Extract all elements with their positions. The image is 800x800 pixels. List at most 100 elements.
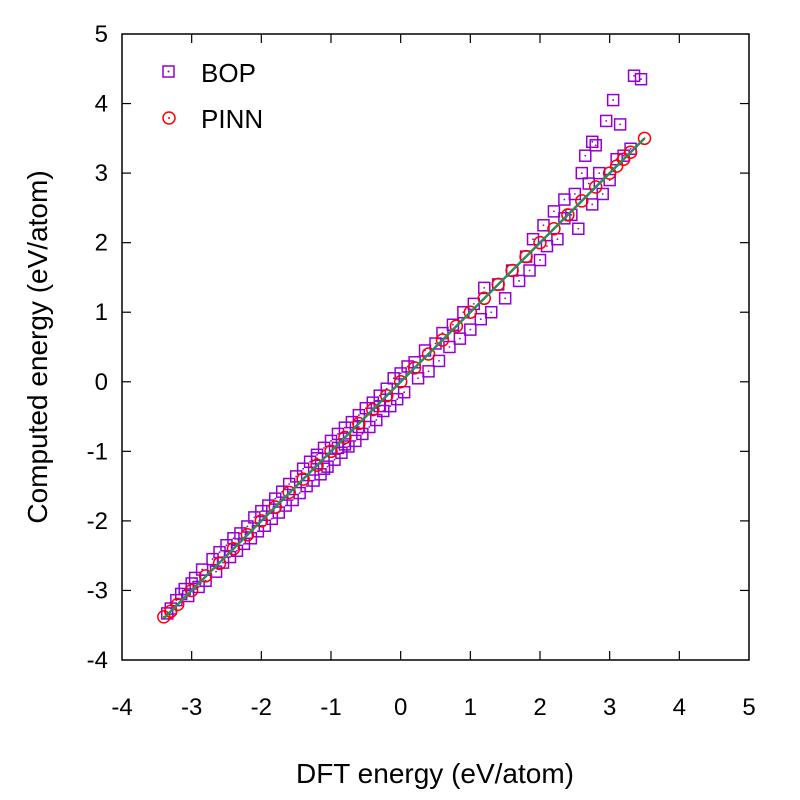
bop-point	[401, 360, 414, 373]
bop-point	[328, 453, 341, 466]
bop-point	[317, 462, 331, 475]
y-tick-label: 4	[95, 91, 108, 118]
bop-point-center	[330, 440, 332, 442]
y-tick-label: -3	[87, 577, 108, 604]
x-tick-label: 2	[533, 694, 546, 721]
fit-line	[162, 137, 646, 620]
pinn-point	[366, 402, 380, 417]
bop-point-center	[483, 286, 486, 289]
x-tick-label: -4	[111, 694, 132, 721]
bop-point-center	[629, 147, 632, 150]
bop-point-center	[316, 453, 318, 456]
pinn-point	[463, 305, 478, 319]
bop-point-center	[591, 140, 594, 143]
pinn-point	[268, 500, 283, 514]
pinn-point	[588, 180, 603, 194]
bop-point	[474, 312, 488, 326]
x-tick-label: -2	[251, 694, 272, 721]
bop-point-center	[375, 419, 378, 421]
pinn-point	[533, 235, 547, 250]
bop-point-center	[542, 224, 545, 227]
bop-series	[161, 69, 648, 620]
bop-point	[192, 580, 205, 594]
bop-point-center	[546, 245, 548, 248]
bop-point	[533, 253, 547, 267]
bop-point	[331, 427, 345, 441]
bop-point	[586, 135, 599, 149]
bop-point-center	[598, 172, 601, 175]
bop-point-center	[368, 426, 371, 428]
pinn-point	[240, 528, 255, 542]
bop-point-center	[640, 78, 642, 81]
bop-point-center	[438, 360, 440, 362]
legend-bop-label: BOP	[201, 58, 256, 88]
bop-point	[596, 187, 609, 201]
bop-point-center	[378, 405, 381, 408]
bop-point	[634, 72, 648, 86]
bop-point-center	[260, 510, 263, 513]
bop-point	[484, 305, 498, 319]
pinn-point	[164, 604, 178, 619]
pinn-point	[616, 152, 631, 166]
bop-point-center	[458, 337, 461, 340]
bop-point	[453, 332, 467, 345]
pinn-point	[547, 222, 561, 236]
bop-point-center	[619, 123, 622, 126]
pinn-point	[226, 541, 241, 556]
pinn-point	[310, 458, 324, 472]
bop-point-center	[403, 391, 406, 394]
pinn-point	[449, 319, 464, 333]
pinn-point	[379, 388, 394, 403]
bop-point-center	[399, 372, 402, 375]
fit-line-layer	[162, 137, 646, 620]
bop-point-center	[389, 405, 392, 408]
pinn-point	[184, 583, 199, 598]
y-tick-label: 5	[95, 21, 108, 48]
bop-point	[303, 455, 317, 469]
legend-item-bop[interactable]: BOP	[162, 58, 256, 88]
bop-point-center	[633, 74, 635, 77]
pinn-point	[575, 194, 589, 208]
pinn-point	[282, 485, 296, 500]
pinn-point	[602, 166, 617, 180]
bop-point	[429, 337, 442, 350]
bop-point-center	[232, 537, 235, 540]
pinn-point	[435, 333, 450, 347]
x-tick-label: 4	[673, 694, 686, 721]
bop-point	[324, 434, 338, 448]
pinn-point	[505, 263, 519, 278]
bop-point	[579, 149, 592, 162]
bop-point-center	[354, 440, 357, 442]
bop-point-center	[211, 558, 214, 561]
pinn-point	[324, 444, 338, 459]
x-tick-label: 0	[394, 694, 407, 721]
bop-point-center	[584, 154, 587, 157]
pinn-point	[212, 556, 227, 571]
bop-point-center	[605, 120, 608, 122]
bop-point	[432, 354, 446, 368]
legend-pinn-marker	[162, 111, 176, 125]
bop-point	[352, 408, 366, 422]
bop-point-center	[284, 504, 287, 507]
x-axis-label: DFT energy (eV/atom)	[296, 758, 574, 789]
bop-point-center	[577, 227, 580, 230]
legend-item-pinn[interactable]: PINN	[162, 104, 263, 134]
legend: BOP PINN	[162, 58, 263, 134]
legend-pinn-label: PINN	[201, 104, 263, 134]
bop-point	[575, 166, 589, 180]
bop-point-center	[528, 269, 531, 272]
bop-point	[422, 365, 435, 378]
bop-point-center	[490, 311, 493, 314]
pinn-point	[609, 159, 624, 173]
bop-point-center	[518, 280, 520, 282]
bop-point	[394, 367, 407, 380]
pinn-point	[352, 416, 366, 431]
bop-point	[262, 499, 275, 512]
bop-point	[307, 474, 320, 487]
bop-point-center	[573, 193, 576, 195]
bop-point-center	[344, 426, 346, 429]
bop-point-center	[323, 446, 325, 449]
bop-point-center	[323, 467, 325, 470]
x-tick-label: 5	[742, 694, 755, 721]
bop-point-center	[253, 516, 256, 519]
